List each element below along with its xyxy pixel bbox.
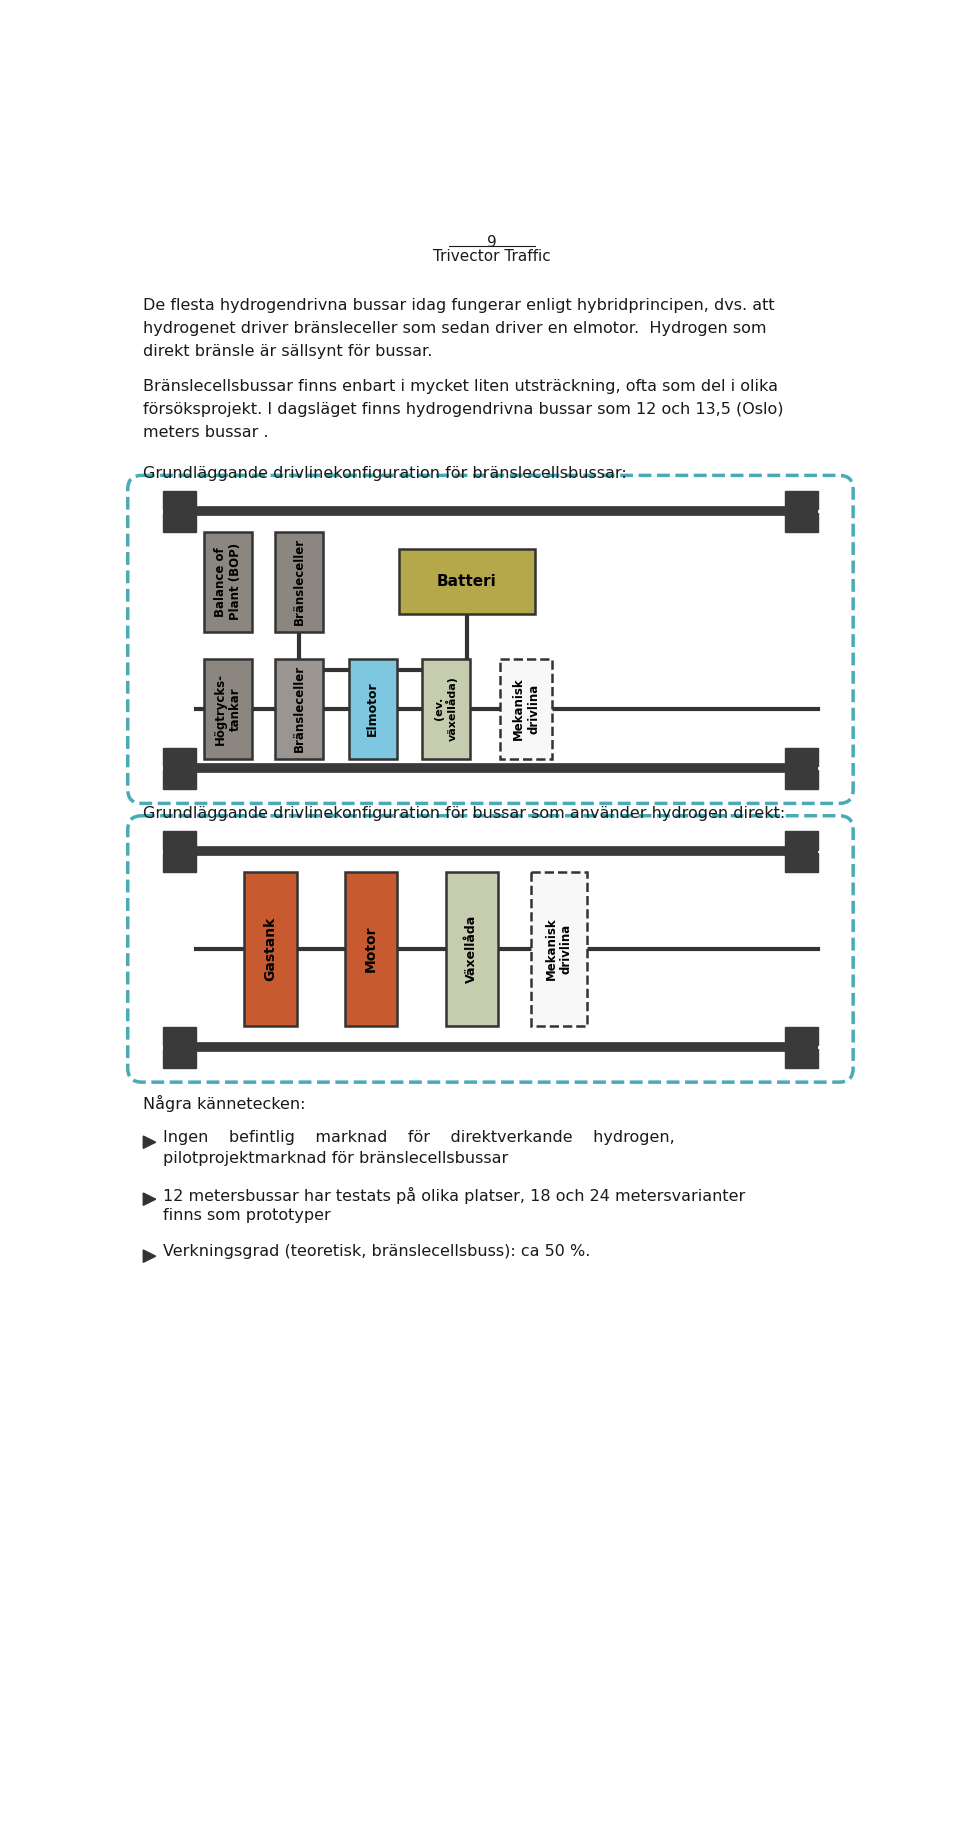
Text: Bränslecellsbussar finns enbart i mycket liten utsträckning, ofta som del i olik: Bränslecellsbussar finns enbart i mycket…: [143, 380, 779, 395]
Bar: [785, 491, 818, 509]
Polygon shape: [143, 1250, 156, 1263]
Bar: [275, 658, 324, 758]
Text: Några kännetecken:: Några kännetecken:: [143, 1095, 305, 1112]
Text: Grundläggande drivlinekonfiguration för bränslecellsbussar:: Grundläggande drivlinekonfiguration för …: [143, 467, 627, 481]
Bar: [163, 854, 196, 872]
Bar: [163, 771, 196, 789]
Bar: [163, 749, 196, 767]
Bar: [785, 832, 818, 850]
Text: 12 metersbussar har testats på olika platser, 18 och 24 metersvarianter: 12 metersbussar har testats på olika pla…: [162, 1188, 745, 1204]
Text: De flesta hydrogendrivna bussar idag fungerar enligt hybridprincipen, dvs. att: De flesta hydrogendrivna bussar idag fun…: [143, 299, 775, 313]
Bar: [163, 513, 196, 531]
Bar: [785, 1049, 818, 1068]
Text: försöksprojekt. I dagsläget finns hydrogendrivna bussar som 12 och 13,5 (Oslo): försöksprojekt. I dagsläget finns hydrog…: [143, 402, 783, 417]
Text: Grundläggande drivlinekonfiguration för bussar som använder hydrogen direkt:: Grundläggande drivlinekonfiguration för …: [143, 806, 785, 821]
Bar: [163, 832, 196, 850]
Bar: [785, 513, 818, 531]
Text: meters bussar .: meters bussar .: [143, 426, 269, 441]
Bar: [399, 550, 535, 614]
Text: Bränsleceller: Bränsleceller: [293, 538, 305, 625]
Text: Gastank: Gastank: [263, 916, 277, 981]
Polygon shape: [143, 1136, 156, 1149]
Text: (ev.
växellåda): (ev. växellåda): [434, 677, 458, 741]
Bar: [785, 771, 818, 789]
Text: Ingen    befintlig    marknad    för    direktverkande    hydrogen,: Ingen befintlig marknad för direktverkan…: [162, 1130, 674, 1145]
Text: Elmotor: Elmotor: [366, 682, 379, 736]
Bar: [500, 658, 552, 758]
Bar: [163, 1049, 196, 1068]
Polygon shape: [143, 1193, 156, 1206]
Bar: [204, 658, 252, 758]
Text: Balance of
Plant (BOP): Balance of Plant (BOP): [214, 544, 242, 620]
Bar: [785, 749, 818, 767]
Bar: [531, 872, 587, 1025]
Bar: [445, 872, 498, 1025]
Bar: [204, 531, 252, 632]
FancyBboxPatch shape: [128, 476, 853, 804]
Bar: [348, 658, 396, 758]
Bar: [345, 872, 397, 1025]
Text: Motor: Motor: [364, 926, 378, 972]
Bar: [785, 1027, 818, 1046]
Text: Mekanisk
drivlina: Mekanisk drivlina: [512, 677, 540, 739]
Bar: [163, 1027, 196, 1046]
Bar: [275, 531, 324, 632]
Text: Batteri: Batteri: [437, 573, 496, 588]
Text: direkt bränsle är sällsynt för bussar.: direkt bränsle är sällsynt för bussar.: [143, 345, 433, 360]
Text: Växellåda: Växellåda: [466, 915, 478, 983]
Text: hydrogenet driver bränsleceller som sedan driver en elmotor.  Hydrogen som: hydrogenet driver bränsleceller som seda…: [143, 321, 767, 336]
Bar: [163, 491, 196, 509]
Text: Mekanisk
drivlina: Mekanisk drivlina: [544, 918, 573, 981]
Text: Verkningsgrad (teoretisk, bränslecellsbuss): ca 50 %.: Verkningsgrad (teoretisk, bränslecellsbu…: [162, 1245, 590, 1259]
Bar: [244, 872, 297, 1025]
Text: pilotprojektmarknad för bränslecellsbussar: pilotprojektmarknad för bränslecellsbuss…: [162, 1151, 508, 1165]
Text: Trivector Traffic: Trivector Traffic: [433, 249, 551, 264]
Text: Bränsleceller: Bränsleceller: [293, 666, 305, 752]
Bar: [785, 854, 818, 872]
Text: 9: 9: [487, 236, 497, 251]
Text: finns som prototyper: finns som prototyper: [162, 1208, 330, 1223]
Text: Högtrycks-
tankar: Högtrycks- tankar: [214, 673, 242, 745]
Bar: [422, 658, 470, 758]
FancyBboxPatch shape: [128, 815, 853, 1082]
